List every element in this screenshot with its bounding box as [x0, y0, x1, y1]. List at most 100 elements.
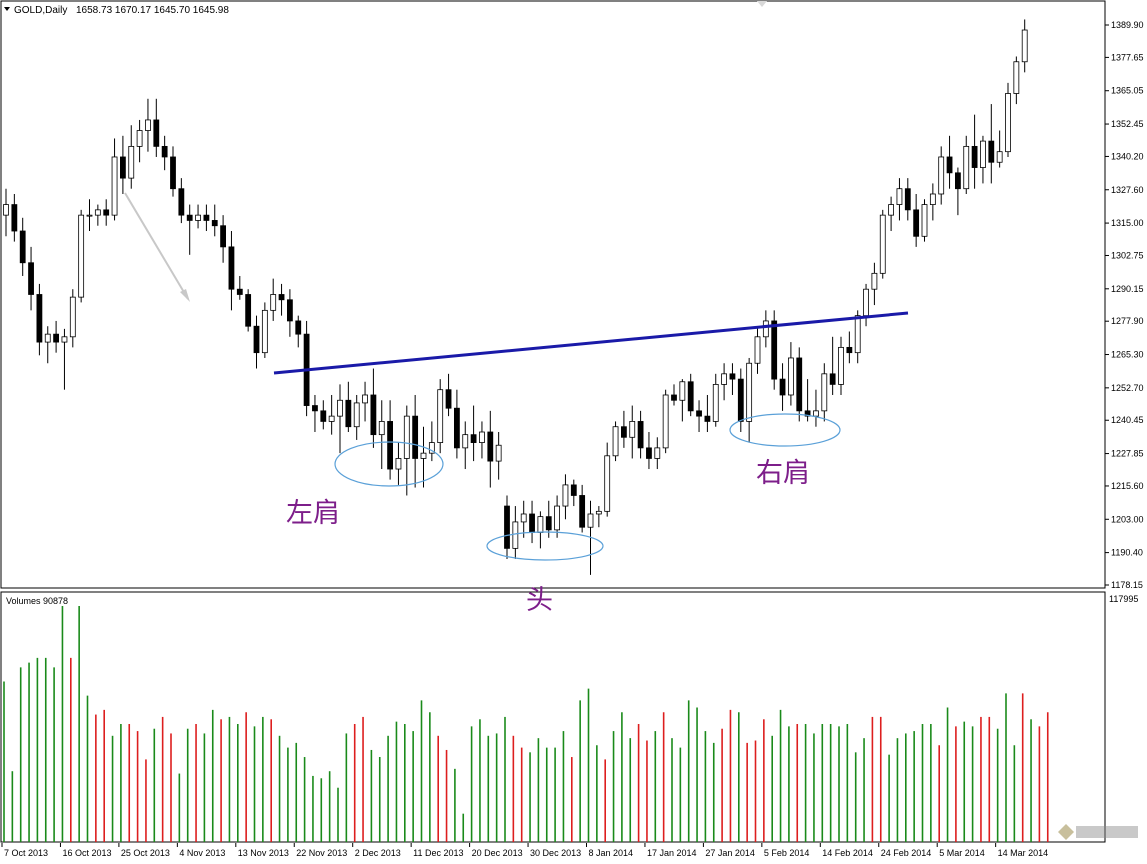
candle[interactable]	[94, 204, 101, 226]
candle[interactable]	[938, 146, 945, 205]
candle[interactable]	[120, 135, 126, 194]
candle[interactable]	[520, 500, 527, 538]
candle[interactable]	[696, 400, 702, 433]
candle[interactable]	[946, 135, 953, 189]
candle[interactable]	[495, 432, 502, 480]
candle[interactable]	[637, 410, 644, 459]
candle[interactable]	[195, 204, 201, 229]
candle[interactable]	[420, 426, 427, 488]
candle[interactable]	[804, 379, 811, 422]
candle[interactable]	[378, 400, 385, 470]
left-shoulder-ellipse[interactable]	[334, 441, 444, 487]
candle[interactable]	[445, 373, 452, 417]
candle[interactable]	[955, 167, 961, 216]
candle[interactable]	[19, 217, 26, 276]
candle[interactable]	[270, 278, 277, 321]
candle[interactable]	[245, 289, 252, 332]
candle[interactable]	[86, 199, 93, 232]
candle[interactable]	[796, 347, 803, 422]
candle[interactable]	[337, 384, 343, 454]
candle[interactable]	[103, 199, 110, 226]
candle[interactable]	[980, 135, 986, 184]
candle[interactable]	[838, 336, 844, 395]
candle[interactable]	[646, 432, 652, 470]
candle[interactable]	[604, 442, 611, 517]
candle[interactable]	[203, 204, 210, 232]
candle[interactable]	[3, 188, 9, 237]
candle[interactable]	[754, 326, 761, 374]
candle[interactable]	[629, 405, 636, 459]
candle[interactable]	[36, 283, 43, 356]
candle[interactable]	[988, 104, 995, 184]
candle[interactable]	[312, 394, 318, 433]
candle[interactable]	[211, 204, 218, 237]
candle[interactable]	[621, 410, 627, 448]
candle[interactable]	[846, 331, 853, 364]
candle[interactable]	[153, 98, 160, 157]
candle[interactable]	[729, 363, 736, 395]
candle[interactable]	[412, 394, 419, 488]
candle[interactable]	[996, 130, 1003, 168]
candle[interactable]	[512, 506, 519, 559]
candle[interactable]	[353, 394, 360, 440]
candle[interactable]	[253, 315, 260, 369]
candle[interactable]	[712, 373, 719, 427]
candle[interactable]	[687, 373, 694, 417]
candle[interactable]	[61, 328, 68, 390]
candle[interactable]	[111, 138, 118, 221]
candle[interactable]	[929, 183, 936, 221]
candle[interactable]	[362, 381, 368, 422]
candle[interactable]	[161, 135, 168, 171]
candle[interactable]	[370, 368, 377, 448]
candle[interactable]	[612, 421, 619, 462]
candle[interactable]	[737, 368, 744, 433]
candle[interactable]	[53, 320, 59, 353]
candle[interactable]	[788, 342, 794, 406]
candle[interactable]	[145, 98, 151, 152]
right-shoulder-ellipse[interactable]	[729, 413, 841, 447]
candle[interactable]	[395, 442, 402, 485]
candle[interactable]	[1005, 82, 1011, 157]
candle[interactable]	[829, 336, 836, 395]
shift-marker-icon[interactable]	[757, 1, 767, 7]
candle[interactable]	[328, 394, 335, 435]
candle[interactable]	[236, 275, 243, 300]
candle[interactable]	[921, 199, 928, 242]
candle[interactable]	[871, 262, 878, 306]
neckline[interactable]	[273, 311, 909, 375]
candle[interactable]	[345, 381, 352, 433]
candle[interactable]	[704, 394, 711, 433]
candle[interactable]	[487, 410, 494, 488]
candle[interactable]	[554, 495, 560, 538]
candle[interactable]	[913, 193, 920, 247]
candle[interactable]	[44, 326, 51, 364]
candle[interactable]	[437, 379, 444, 454]
candle[interactable]	[579, 484, 586, 533]
candle[interactable]	[220, 215, 227, 263]
candle[interactable]	[136, 119, 143, 163]
candle[interactable]	[295, 315, 302, 348]
candle[interactable]	[570, 479, 577, 507]
candle[interactable]	[1013, 56, 1020, 105]
trend-arrow-line[interactable]	[124, 192, 189, 300]
candle[interactable]	[11, 193, 18, 242]
candle[interactable]	[896, 178, 903, 221]
candle[interactable]	[387, 400, 394, 480]
candle[interactable]	[963, 135, 970, 194]
candle[interactable]	[28, 246, 34, 311]
candle[interactable]	[888, 196, 894, 232]
candle[interactable]	[504, 495, 510, 559]
candle[interactable]	[971, 114, 978, 189]
candle[interactable]	[78, 209, 85, 303]
candle[interactable]	[428, 421, 435, 462]
candle[interactable]	[470, 405, 477, 462]
candle[interactable]	[69, 289, 76, 348]
head-ellipse[interactable]	[486, 531, 604, 561]
candle[interactable]	[879, 209, 886, 279]
candle[interactable]	[462, 421, 469, 470]
candle[interactable]	[128, 125, 135, 189]
candle[interactable]	[479, 421, 485, 459]
candle[interactable]	[654, 437, 661, 470]
candle[interactable]	[278, 283, 285, 316]
candle[interactable]	[1021, 19, 1028, 73]
